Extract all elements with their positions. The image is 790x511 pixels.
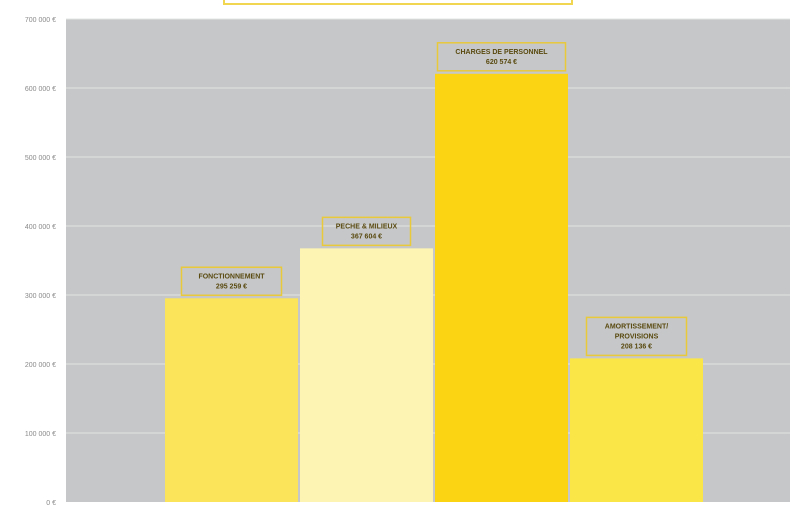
y-tick-label: 500 000 € [25,155,56,162]
data-label: FONCTIONNEMENT [198,273,265,280]
data-labels: FONCTIONNEMENT 295 259 € PECHE & MILIEUX 36… [180,42,688,357]
data-label-frame [436,42,567,72]
data-label: 620 574 € [486,59,517,66]
title-frame [223,0,573,5]
y-tick-label: 700 000 € [25,17,56,24]
y-tick-label: 300 000 € [25,293,56,300]
y-axis-ticks: 0 € 100 000 € 200 000 € 300 000 € 400 000 € 5… [25,17,56,507]
data-label: CHARGES DE PERSONNEL [455,49,548,56]
data-label: PROVISIONS [615,333,659,340]
y-tick-label: 0 € [46,500,56,506]
data-label: PECHE & MILIEUX [336,223,398,230]
bar [300,248,433,502]
bar [435,73,568,502]
bar [570,358,703,502]
y-tick-label: 200 000 € [25,362,56,369]
y-tick-label: 400 000 € [25,224,56,231]
y-tick-label: 100 000 € [25,431,56,438]
data-label-frame [180,266,283,297]
data-label: AMORTISSEMENT/ [605,323,668,330]
bar [165,298,298,502]
data-label-frame [585,316,688,357]
bars [165,73,703,502]
data-label-frame [321,216,412,247]
y-tick-label: 600 000 € [25,86,56,93]
data-label: 208 136 € [621,343,652,350]
data-label: 367 604 € [351,233,382,240]
data-label: 295 259 € [216,283,247,290]
